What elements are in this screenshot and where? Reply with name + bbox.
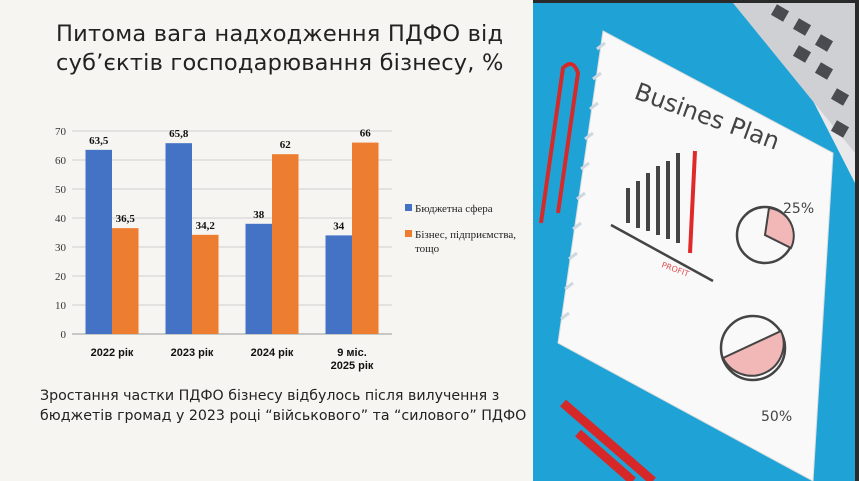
bar-budget xyxy=(245,223,272,334)
slide: Питома вага надходження ПДФО від суб’єкт… xyxy=(0,0,533,481)
legend-swatch xyxy=(405,204,412,211)
y-tick-label: 50 xyxy=(55,184,67,196)
x-category-label: 2025 рік xyxy=(331,360,374,372)
data-label: 38 xyxy=(253,209,265,221)
y-tick-label: 40 xyxy=(55,213,67,225)
legend-label: тощо xyxy=(415,243,440,255)
legend-label: Бюджетна сфера xyxy=(415,203,493,215)
bar-business xyxy=(352,142,379,334)
y-tick-label: 60 xyxy=(55,155,67,167)
slide-title: Питома вага надходження ПДФО від суб’єкт… xyxy=(56,21,504,76)
y-tick-label: 0 xyxy=(61,329,67,341)
y-tick-label: 30 xyxy=(55,242,67,254)
y-tick-label: 70 xyxy=(55,126,67,138)
legend-label: Бізнес, підприємства, xyxy=(415,229,516,241)
x-category-label: 2024 рік xyxy=(251,347,294,359)
legend-swatch xyxy=(405,230,412,237)
bar-business xyxy=(272,154,299,334)
pie1-label: 25% xyxy=(783,201,814,217)
bar-budget xyxy=(325,235,352,334)
pie2-label: 50% xyxy=(761,409,792,425)
data-label: 62 xyxy=(280,139,292,151)
y-tick-label: 20 xyxy=(55,271,67,283)
bar-business xyxy=(192,234,219,334)
data-label: 63,5 xyxy=(89,135,109,147)
x-category-label: 2023 рік xyxy=(171,347,214,359)
data-label: 65,8 xyxy=(169,128,189,140)
bar-budget xyxy=(85,149,112,334)
data-label: 34,2 xyxy=(196,220,216,232)
data-label: 66 xyxy=(360,128,372,140)
bar-chart: 0 10 20 30 40 50 60 70 63,5 36,5 2022 рік 65,8 34,2 2… xyxy=(55,126,516,372)
y-tick-label: 10 xyxy=(55,300,67,312)
bar-budget xyxy=(165,143,192,334)
data-label: 34 xyxy=(333,220,345,232)
slide-caption: Зростання частки ПДФО бізнесу відбулось … xyxy=(40,388,527,424)
x-category-label: 2022 рік xyxy=(91,347,134,359)
x-category-label: 9 міс. xyxy=(337,347,367,359)
business-plan-photo: Busines Plan PROFIT 25% 50% xyxy=(533,3,855,481)
data-label: 36,5 xyxy=(116,213,136,225)
bar-business xyxy=(112,228,139,334)
